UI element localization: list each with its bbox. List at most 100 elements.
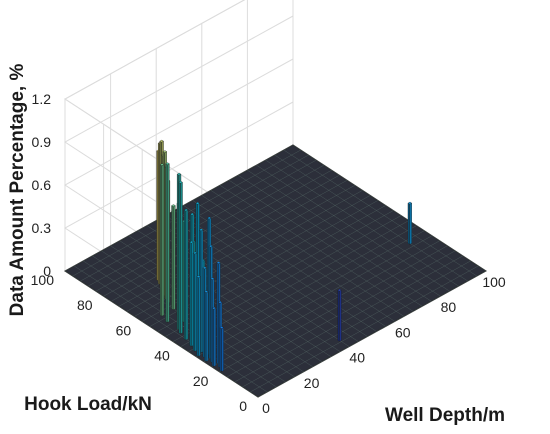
bar-top-face	[210, 277, 215, 280]
floor-mesh-line	[219, 245, 448, 373]
bar-top-face	[189, 212, 195, 216]
bar	[211, 306, 217, 367]
floor-mesh-line	[256, 164, 450, 292]
floor-mesh-line	[283, 149, 478, 277]
bar	[219, 326, 224, 372]
bar-side-face	[192, 252, 196, 352]
floor-mesh-line	[247, 169, 441, 297]
bar-top-face	[159, 163, 165, 166]
bar	[159, 163, 165, 317]
chart-bars	[156, 139, 413, 372]
bar-front-face	[173, 205, 176, 311]
bar-top-face	[219, 326, 224, 329]
bar-front-face	[409, 202, 412, 245]
floor-mesh-line	[119, 240, 313, 367]
bar-top-face	[159, 139, 164, 143]
bar	[407, 201, 413, 245]
floor-mesh-line	[250, 265, 479, 393]
floor-mesh-line	[242, 260, 471, 388]
x-tick-label: 0	[262, 400, 270, 416]
x-tick-label: 60	[395, 324, 411, 340]
x-tick-label: 20	[304, 375, 320, 391]
floor-mesh-line	[73, 265, 268, 393]
x-tick-label: 100	[482, 274, 506, 290]
bar-side-face	[211, 307, 214, 367]
z-tick-label: 1.2	[32, 91, 52, 107]
bar-front-face	[221, 327, 224, 372]
floor-mesh-line	[292, 144, 487, 272]
bar-top-face	[189, 240, 194, 244]
bar-top-face	[337, 288, 342, 292]
bar-top-face	[407, 201, 413, 205]
bar	[192, 251, 198, 352]
x-tick-label: 80	[441, 299, 457, 315]
bar-top-face	[204, 290, 209, 293]
floor-mesh-line	[196, 230, 425, 357]
floor-mesh-line	[211, 240, 440, 367]
bar-top-face	[206, 216, 212, 220]
bar-top-face	[208, 244, 214, 248]
bar-top-face	[202, 266, 207, 270]
bar	[189, 240, 194, 347]
bar-side-face	[165, 163, 168, 323]
bar-front-face	[339, 289, 342, 342]
y-tick-label: 20	[193, 373, 209, 389]
bar-side-face	[171, 205, 174, 311]
y-tick-label: 0	[239, 398, 247, 414]
floor-mesh-line	[192, 200, 386, 327]
bar-front-face	[161, 164, 165, 317]
floor-mesh-line	[64, 270, 259, 398]
bar-top-face	[211, 306, 217, 310]
bar-side-face	[189, 241, 192, 347]
y-tick-label: 60	[116, 322, 132, 338]
bar-top-face	[216, 261, 221, 264]
floor-mesh-line	[265, 159, 459, 287]
bar-side-face	[337, 289, 340, 342]
bar-top-face	[196, 275, 201, 278]
x-tick-label: 40	[349, 350, 365, 366]
floor-mesh-line	[80, 154, 309, 282]
y-axis-label: Hook Load/kN	[24, 394, 152, 415]
z-tick-label: 0	[43, 263, 51, 279]
floor-mesh-line	[188, 225, 417, 352]
floor-mesh-line	[92, 255, 286, 383]
floor-mesh-line	[174, 210, 368, 337]
bar	[183, 208, 189, 341]
floor-mesh-line	[88, 159, 317, 287]
bar-side-face	[407, 202, 410, 245]
z-tick-label: 0.3	[32, 220, 52, 236]
bar	[337, 288, 342, 342]
bar-front-face	[198, 276, 201, 357]
bar-top-face	[217, 300, 223, 304]
bar-top-face	[183, 208, 189, 212]
bar-side-face	[204, 291, 207, 362]
bar-top-face	[198, 228, 204, 232]
bar-top-face	[162, 150, 168, 153]
bar-top-face	[195, 201, 200, 205]
bar-side-face	[219, 327, 222, 372]
bar-side-face	[178, 181, 181, 335]
floor-mesh-line	[257, 270, 487, 398]
bar	[178, 180, 183, 335]
bar	[196, 275, 201, 357]
floor-mesh-line	[219, 185, 414, 312]
bar-top-face	[171, 204, 176, 207]
bar-front-face	[180, 181, 183, 335]
bar-top-face	[192, 251, 198, 255]
bar-side-face	[196, 276, 199, 357]
floor-mesh-line	[210, 190, 405, 317]
bar-side-face	[183, 209, 187, 341]
y-tick-label: 80	[77, 297, 93, 313]
x-axis-label: Well Depth/m	[385, 405, 505, 426]
bar-top-face	[178, 180, 183, 184]
bar-top-face	[176, 172, 182, 176]
bar-top-face	[165, 162, 170, 166]
y-tick-label: 100	[31, 272, 55, 288]
floor-mesh-line	[238, 175, 432, 302]
bar-front-face	[185, 209, 189, 341]
floor-mesh-line	[274, 154, 468, 282]
bar	[165, 162, 170, 323]
z-tick-label: 0.6	[32, 177, 52, 193]
